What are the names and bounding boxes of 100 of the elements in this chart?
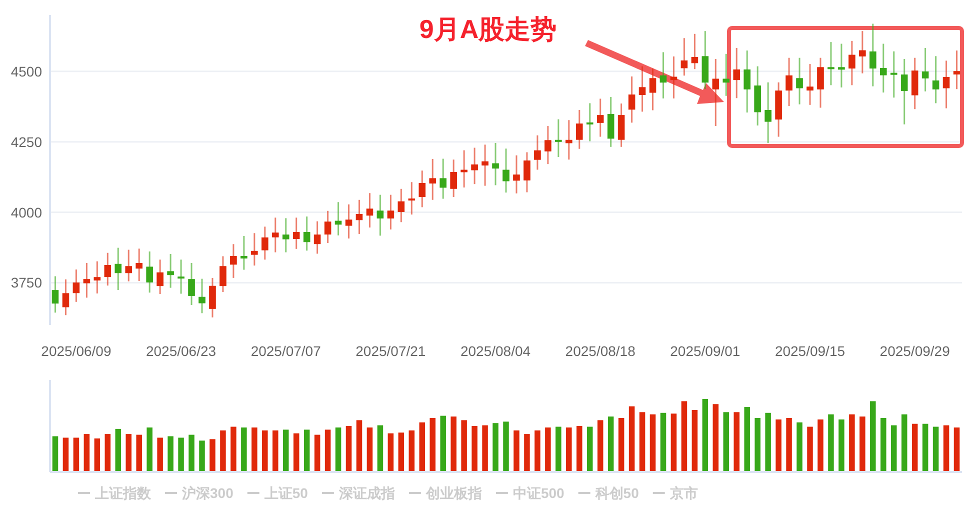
bar [408, 430, 415, 472]
x-tick-label: 2025/08/18 [565, 343, 636, 359]
x-tick-label: 2025/08/04 [460, 343, 531, 359]
bar [828, 414, 834, 472]
bar [503, 422, 509, 472]
bar [860, 416, 866, 472]
x-tick-label: 2025/07/21 [356, 343, 426, 359]
bar [692, 410, 698, 472]
bar [608, 416, 614, 472]
bar [639, 412, 646, 472]
bar [597, 420, 604, 472]
bar [356, 420, 362, 472]
bar [932, 426, 939, 472]
bar [304, 430, 310, 472]
bar [838, 419, 844, 472]
bar [524, 434, 530, 472]
bar [890, 425, 897, 472]
bar [199, 440, 205, 472]
bar [492, 423, 498, 472]
bar [210, 439, 216, 472]
bar [628, 406, 635, 472]
bar [681, 401, 688, 472]
bar [230, 426, 236, 472]
bar [366, 427, 373, 472]
bar [188, 434, 194, 472]
bar [670, 414, 677, 472]
bar [776, 419, 782, 472]
bar [272, 430, 278, 472]
y-tick-label: 4250 [10, 134, 42, 150]
bar [73, 438, 80, 472]
y-tick-label: 3750 [10, 274, 42, 291]
bar [377, 425, 384, 472]
x-tick-label: 2025/06/09 [41, 343, 112, 359]
bar [241, 427, 247, 472]
bar [754, 418, 760, 472]
bar [293, 433, 300, 472]
bar [912, 424, 918, 472]
bar [136, 434, 142, 472]
bar [314, 434, 320, 472]
bar [157, 438, 163, 472]
bar [282, 430, 289, 472]
bar [419, 422, 426, 472]
bar [252, 427, 258, 472]
bar [514, 430, 520, 472]
x-tick-label: 2025/09/01 [670, 343, 740, 359]
bar [398, 432, 404, 472]
bar [723, 412, 730, 472]
bar [178, 438, 184, 472]
bar [388, 433, 394, 472]
bar [849, 414, 855, 472]
bar [744, 407, 750, 472]
bar [104, 434, 111, 472]
bar [324, 430, 331, 472]
bar [262, 430, 268, 472]
bar [712, 404, 719, 472]
bar [115, 428, 122, 472]
bar [786, 418, 792, 472]
bar [702, 399, 708, 472]
bar [901, 414, 908, 472]
y-tick-label: 4500 [10, 63, 42, 80]
bar [870, 401, 876, 472]
bar [440, 416, 446, 472]
x-tick-label: 2025/07/07 [250, 343, 322, 359]
bar [556, 426, 562, 472]
bar [922, 424, 928, 472]
bar [734, 412, 740, 472]
bar [586, 426, 593, 472]
x-tick-label: 2025/09/29 [880, 343, 950, 359]
bar [954, 427, 960, 472]
bar [943, 425, 950, 472]
bar [650, 414, 656, 472]
bar [84, 434, 90, 472]
y-tick-label: 4000 [10, 204, 42, 220]
bar [168, 436, 174, 472]
bar [62, 438, 69, 472]
bar [450, 416, 456, 472]
bar [534, 430, 540, 472]
bar [346, 426, 352, 472]
bar [220, 430, 226, 472]
bar [796, 422, 802, 472]
bar [146, 427, 152, 472]
bar [126, 434, 132, 472]
bar [94, 438, 100, 472]
bar [576, 426, 582, 472]
bar [430, 418, 436, 472]
bar [472, 426, 478, 472]
bar [618, 418, 624, 472]
bar [461, 420, 467, 472]
x-tick-label: 2025/06/23 [146, 343, 216, 359]
bar [818, 419, 824, 472]
bar [765, 412, 771, 472]
bar [566, 427, 572, 472]
bar [482, 425, 488, 472]
bar [545, 427, 551, 472]
bar [807, 426, 813, 472]
bar [880, 418, 886, 472]
annotation: 9月A股走势 [419, 14, 557, 44]
bar [660, 412, 666, 472]
x-tick-label: 2025/09/15 [774, 343, 846, 359]
bar [52, 436, 58, 472]
